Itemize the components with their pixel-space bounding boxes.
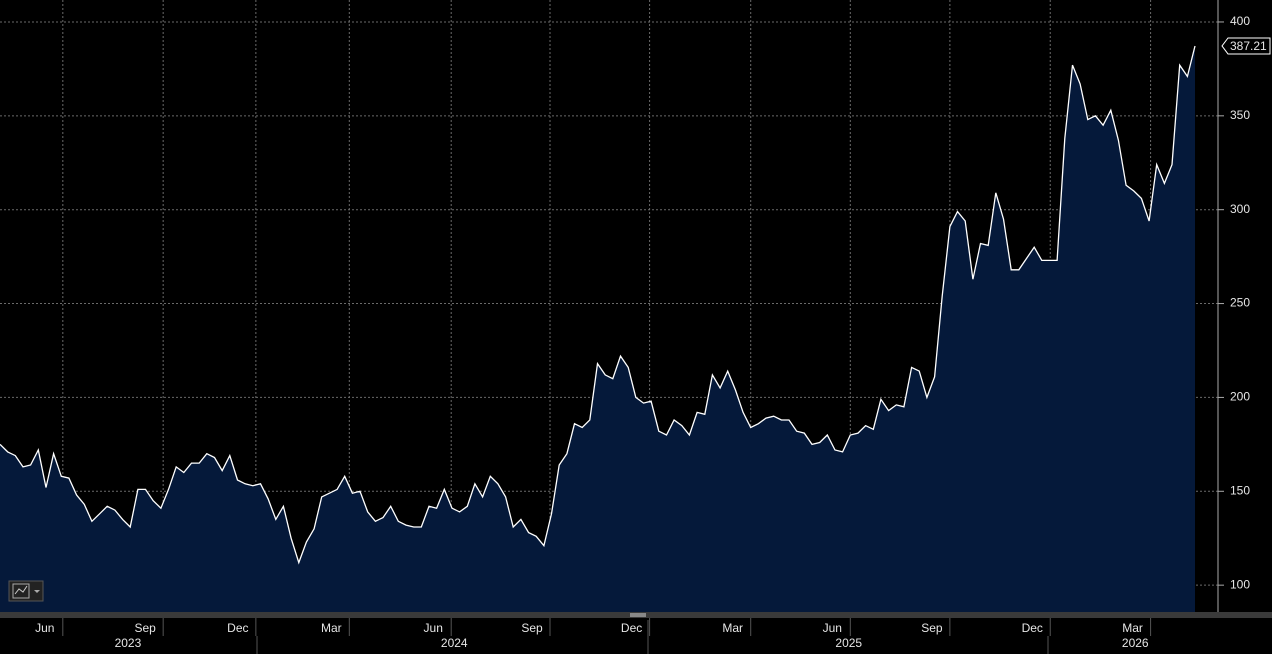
area [0, 46, 1196, 612]
x-tick-label: Jun [424, 621, 443, 635]
last-value-label: 387.21 [1230, 39, 1267, 53]
year-label: 2024 [441, 636, 468, 650]
year-label: 2025 [835, 636, 862, 650]
y-tick-label: 300 [1230, 202, 1250, 216]
x-tick-label: Mar [321, 621, 342, 635]
x-tick-label: Dec [227, 621, 248, 635]
y-tick-label: 150 [1230, 483, 1250, 497]
x-tick-label: Jun [35, 621, 54, 635]
x-tick-label: Mar [1122, 621, 1143, 635]
plot [0, 45, 1196, 612]
last-value-box [1221, 37, 1271, 55]
x-tick-label: Mar [722, 621, 743, 635]
scroll-handle[interactable] [630, 613, 646, 617]
year-label: 2023 [115, 636, 142, 650]
chart-type-button[interactable] [8, 580, 44, 602]
y-tick-label: 250 [1230, 296, 1250, 310]
button-arrow [34, 590, 40, 593]
y-tick-label: 200 [1230, 390, 1250, 404]
y-tick-label: 400 [1230, 14, 1250, 28]
x-tick-label: Dec [621, 621, 642, 635]
button-icon [12, 583, 30, 599]
line [0, 45, 1196, 565]
x-tick-label: Sep [521, 621, 543, 635]
button-frame[interactable] [8, 580, 44, 602]
x-tick-label: Sep [134, 621, 156, 635]
y-tick-label: 100 [1230, 577, 1250, 591]
x-tick-label: Dec [1022, 621, 1043, 635]
button-icon-line [14, 585, 28, 595]
x-tick-label: Jun [823, 621, 842, 635]
year-label: 2026 [1122, 636, 1149, 650]
x-tick-label: Sep [921, 621, 943, 635]
y-tick-label: 350 [1230, 108, 1250, 122]
